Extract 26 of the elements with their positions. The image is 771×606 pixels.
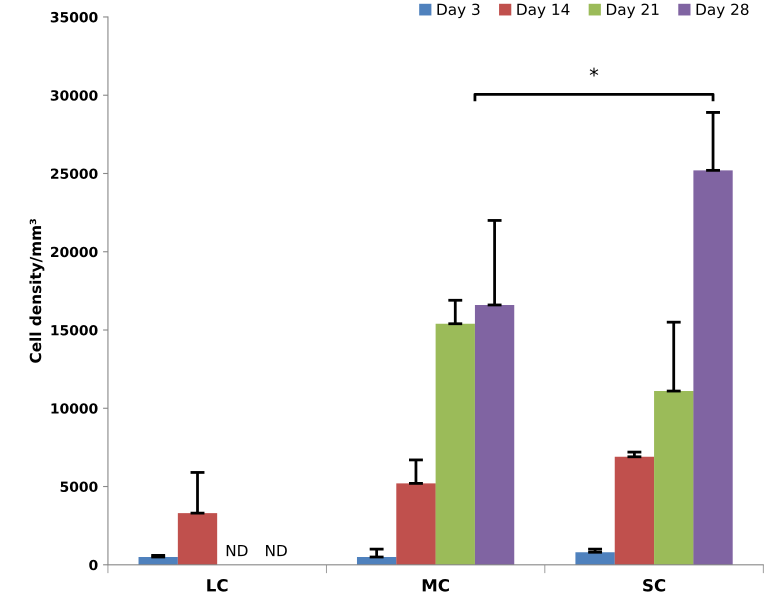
- bar: [178, 513, 218, 565]
- text: ND: [226, 545, 248, 556]
- y-tick-label: 25000: [51, 168, 98, 179]
- bar: [436, 324, 475, 565]
- y-tick-label: 5000: [60, 482, 98, 492]
- bar: [693, 170, 733, 565]
- x-tick-label: SC: [643, 578, 666, 592]
- x-tick-label: MC: [422, 578, 449, 592]
- bar: [614, 456, 654, 565]
- legend-label: Day 14: [517, 4, 570, 18]
- legend-label: Day 28: [696, 4, 748, 18]
- legend-label: Day 3: [437, 4, 480, 18]
- bar: [474, 304, 514, 565]
- annotation: *: [590, 68, 598, 77]
- legend-label: Day 21: [606, 4, 659, 18]
- y-tick-label: 0: [89, 560, 98, 570]
- y-tick-label: 20000: [51, 246, 98, 258]
- bar: [396, 483, 436, 565]
- y-axis-title: Cell density/mm³: [29, 219, 44, 363]
- text: ND: [266, 545, 287, 556]
- y-tick-label: 15000: [51, 324, 98, 336]
- x-tick-label: LC: [207, 578, 228, 592]
- y-tick-label: 10000: [51, 403, 98, 414]
- y-tick-label: 35000: [50, 12, 98, 22]
- y-tick-label: 30000: [50, 90, 98, 101]
- bar: [654, 391, 694, 565]
